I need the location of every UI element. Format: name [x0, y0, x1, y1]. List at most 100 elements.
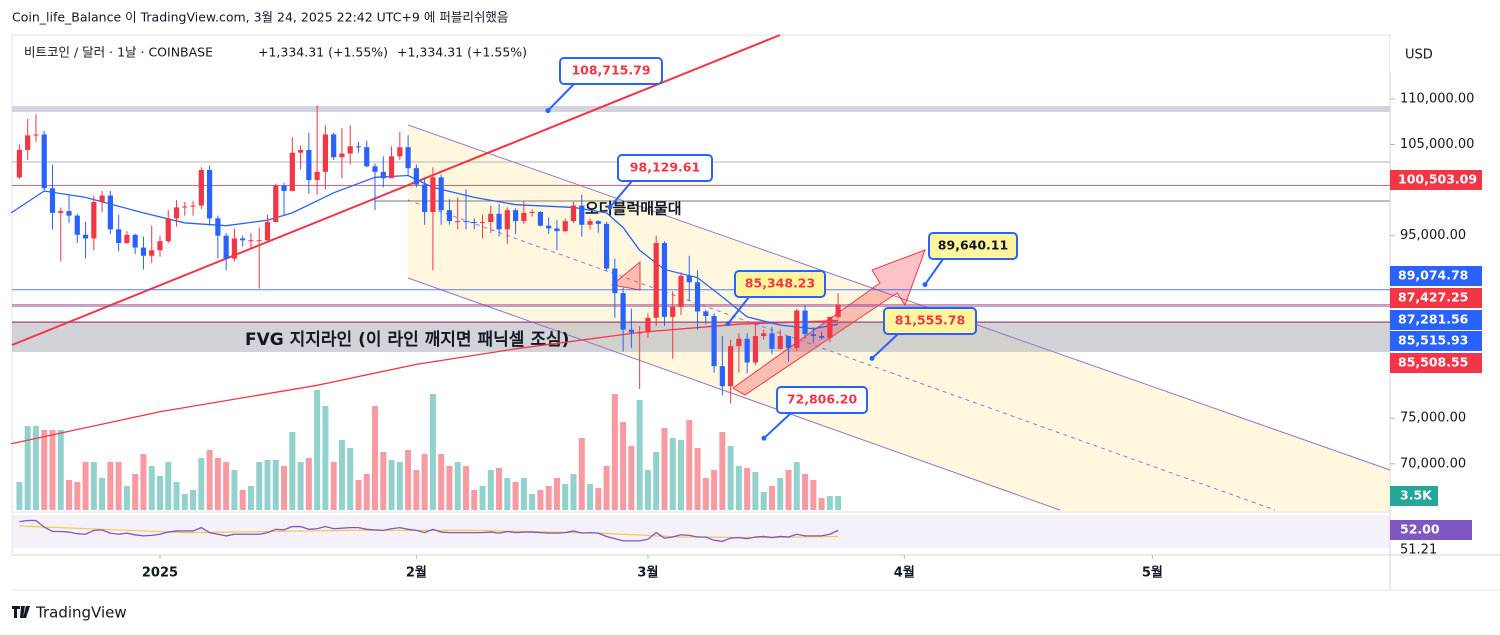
rsi-label: 52.00 [1400, 522, 1440, 537]
volume-bar [587, 484, 594, 510]
candle-body [496, 213, 502, 230]
candle-body [388, 156, 395, 179]
candle-body [306, 149, 312, 181]
logo [12, 606, 30, 618]
volume-bar [768, 486, 775, 510]
candle-body [562, 221, 568, 232]
volume-bar [190, 490, 197, 510]
volume-bar [421, 454, 428, 510]
candle-body [728, 346, 734, 387]
candle-body [240, 238, 246, 241]
candle-body [248, 240, 254, 242]
candle-body [413, 168, 419, 185]
callout-label: 72,806.20 [787, 392, 858, 407]
volume-bar [446, 466, 453, 510]
callout-box [559, 57, 663, 85]
candle-body [752, 336, 759, 363]
candle-body [157, 241, 163, 251]
candle-body [694, 282, 701, 312]
volume-bar [107, 462, 114, 510]
volume-bar [553, 478, 560, 510]
candle-body [25, 135, 31, 150]
volume-bar [777, 478, 784, 510]
candle-body [74, 215, 80, 235]
candle-body [322, 134, 328, 172]
note: 오더블럭매물대 [585, 200, 682, 218]
volume-bar [247, 486, 254, 510]
candle-body [297, 149, 304, 153]
price-badge-label: 87,427.25 [1398, 290, 1468, 305]
candle-body [603, 223, 610, 269]
volume-bar [396, 462, 403, 510]
candle-body [761, 333, 767, 337]
candle-body [678, 275, 684, 307]
candle-body [810, 334, 816, 337]
volume-bar [256, 462, 263, 510]
candle-body [66, 211, 72, 216]
volume-bar [562, 484, 569, 510]
volume-bar [595, 488, 602, 510]
price-badge-label: 85,508.55 [1398, 355, 1468, 370]
callout-box [617, 154, 713, 182]
volume-bar [826, 496, 833, 510]
candle-body [49, 188, 56, 213]
candle-body [645, 317, 651, 333]
volume-bar [264, 460, 271, 510]
volume-bar [99, 478, 106, 510]
rsi-badge [1390, 520, 1472, 540]
candle-body [256, 240, 262, 242]
volume-bar [760, 492, 767, 510]
candle-body [58, 211, 64, 213]
candle-body [744, 338, 750, 363]
candle-body [165, 218, 171, 242]
candle-body [380, 171, 386, 179]
callout-box [776, 386, 868, 414]
candle-body [331, 134, 337, 158]
volume-bar [297, 462, 304, 510]
callout-leader [727, 296, 750, 325]
candle-body [124, 234, 130, 243]
x-tick-label: 4월 [894, 565, 915, 581]
volume-bar [16, 482, 23, 510]
volume-bar [413, 470, 420, 510]
candle-body [785, 336, 792, 348]
candle-body [182, 206, 188, 208]
candle-body [463, 221, 469, 223]
volume-bar [578, 438, 585, 510]
volume-bar [636, 400, 643, 510]
callout-label: 108,715.79 [571, 63, 650, 78]
volume-bar [148, 466, 155, 510]
currency-box [1390, 38, 1500, 72]
candle-body [215, 218, 221, 236]
candle-body [554, 228, 560, 232]
price-badge-label: 85,515.93 [1398, 333, 1468, 348]
channel-lower [407, 277, 1061, 511]
candle-body [405, 147, 411, 169]
volume-bar [41, 430, 48, 510]
callout-point [761, 435, 767, 441]
y-tick-label: 70,000.00 [1400, 456, 1466, 471]
volume-bar [719, 432, 726, 510]
volume-bar [140, 454, 147, 510]
y-tick-label: 95,000.00 [1400, 228, 1466, 243]
short-ma [10, 174, 839, 330]
candle-body [711, 315, 717, 367]
candle-body [670, 306, 676, 317]
candle-body [488, 213, 494, 223]
callout-label: 85,348.23 [745, 276, 815, 291]
volume-bar [711, 470, 718, 510]
volume-bar [810, 480, 817, 510]
candle-body [570, 205, 577, 222]
volume-bar [231, 470, 238, 510]
volume-bar [611, 394, 618, 510]
candle-body [82, 234, 89, 239]
candle-body [41, 134, 47, 189]
candle-body [595, 221, 601, 224]
x-tick-label: 5월 [1142, 565, 1163, 581]
candle-body [529, 211, 535, 213]
candle-body [99, 195, 105, 202]
channel-mid [407, 199, 1276, 511]
y-tick-label: 105,000.00 [1400, 137, 1474, 152]
callout-box [734, 270, 826, 298]
legend-change: +1,334.31 (+1.55%) [258, 45, 388, 60]
